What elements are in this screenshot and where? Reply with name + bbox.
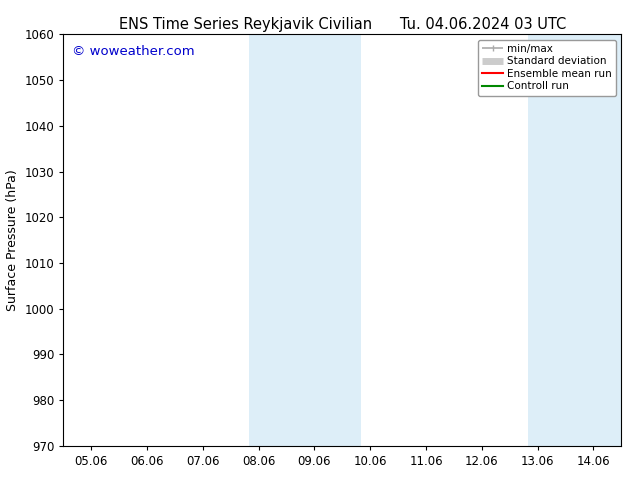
Y-axis label: Surface Pressure (hPa): Surface Pressure (hPa) [6, 169, 19, 311]
Text: © woweather.com: © woweather.com [72, 45, 195, 58]
Bar [249, 34, 361, 446]
Legend: min/max, Standard deviation, Ensemble mean run, Controll run: min/max, Standard deviation, Ensemble me… [478, 40, 616, 96]
Title: ENS Time Series Reykjavik Civilian      Tu. 04.06.2024 03 UTC: ENS Time Series Reykjavik Civilian Tu. 0… [119, 17, 566, 32]
Bar [528, 34, 621, 446]
